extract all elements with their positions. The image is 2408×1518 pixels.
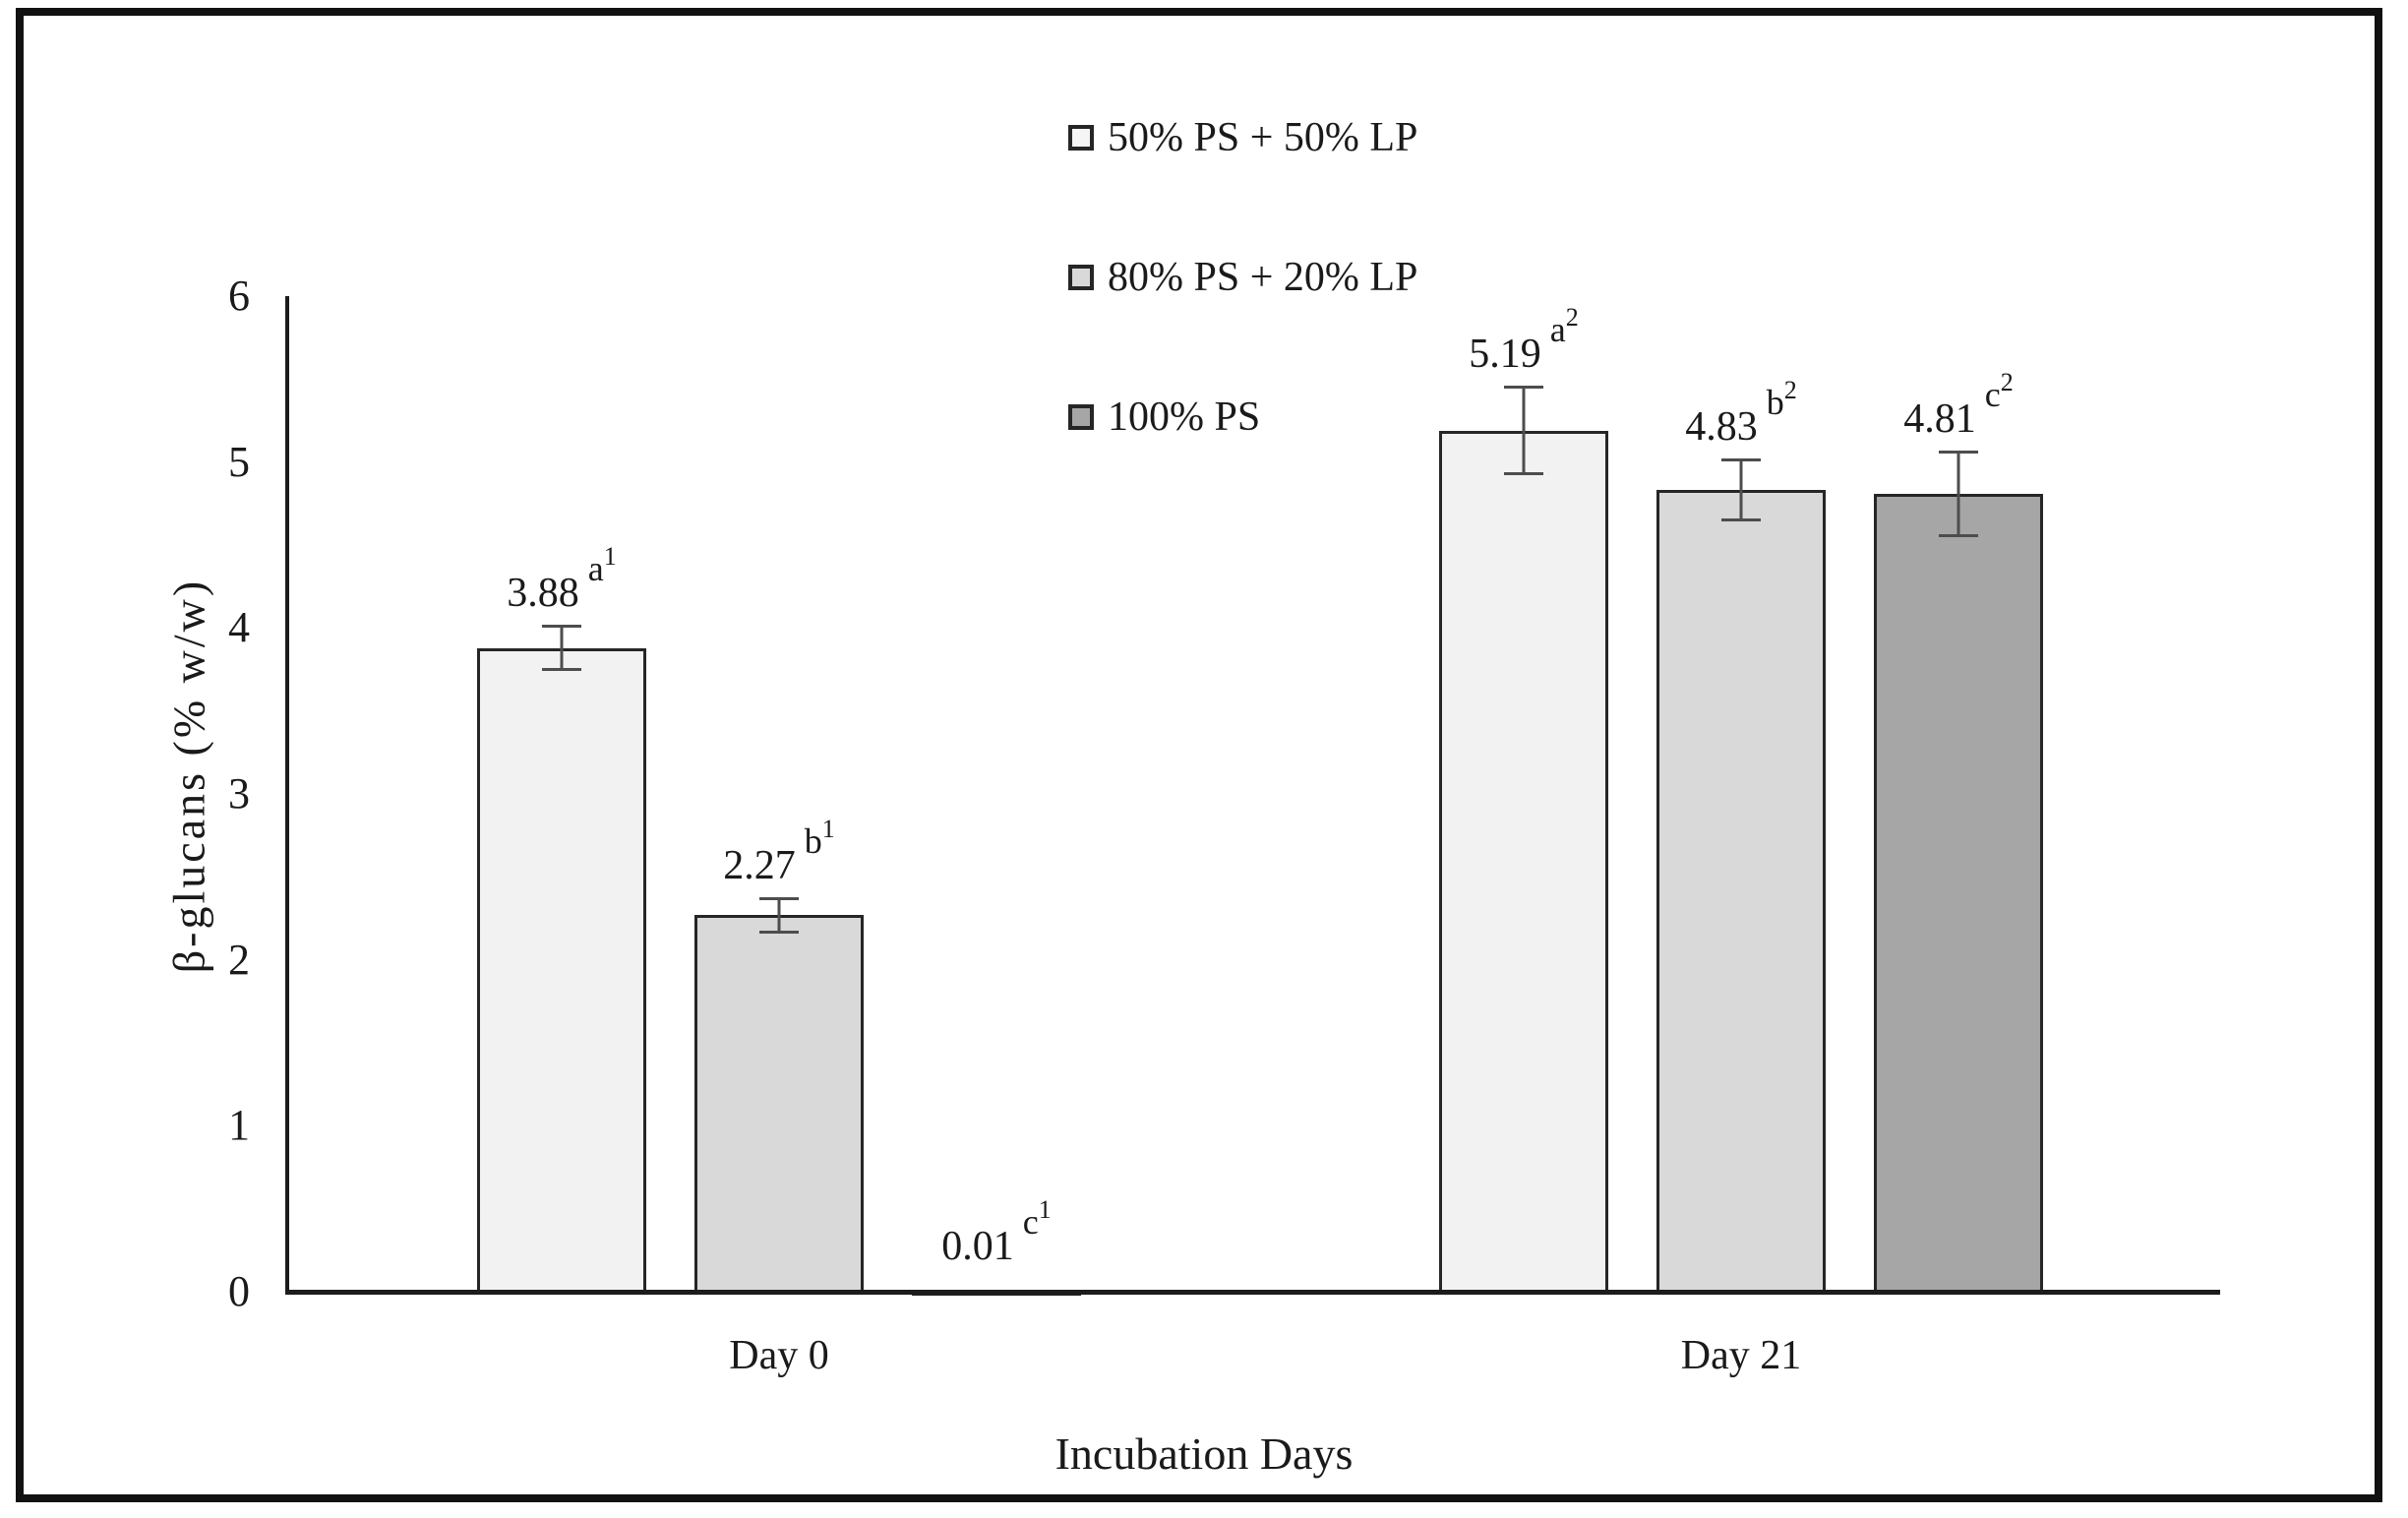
error-bar [1721,458,1761,522]
y-tick-label: 1 [228,1101,250,1150]
error-bar [1939,450,1978,537]
legend-label: 50% PS + 50% LP [1108,115,1418,160]
bar-value-label: 0.01c1 [941,1195,1051,1270]
y-tick-label: 0 [228,1267,250,1315]
bar-value: 4.81 [1903,395,1976,442]
significance-letter: b1 [804,814,835,861]
bar-80-ps-20-lp-day-0 [694,915,864,1294]
error-bar [542,624,581,672]
bar-value-label: 2.27b1 [723,815,835,889]
significance-letter: c1 [1022,1195,1052,1242]
x-category-label: Day 0 [729,1333,829,1378]
bar-80-ps-20-lp-day-21 [1656,490,1826,1294]
y-tick-label: 2 [228,935,250,984]
y-tick-label: 5 [228,437,250,486]
bar-100-ps-day-21 [1874,493,2043,1294]
bar-value: 2.27 [723,842,796,888]
legend-label: 80% PS + 20% LP [1108,255,1418,300]
legend-item: 80% PS + 20% LP [1068,254,1417,301]
legend-item: 50% PS + 50% LP [1068,114,1417,161]
bar-value: 5.19 [1469,332,1541,378]
bar-value: 3.88 [507,570,579,616]
bar-value-label: 4.81c2 [1903,368,2013,443]
y-tick-label: 3 [228,769,250,818]
bar-value-label: 4.83b2 [1685,376,1797,451]
legend-label: 100% PS [1108,395,1261,440]
legend-swatch-icon [1068,404,1094,430]
bar-50-ps-50-lp-day-0 [477,647,646,1294]
bar-value: 0.01 [941,1224,1014,1269]
y-tick-label: 4 [228,603,250,652]
x-category-label: Day 21 [1680,1333,1802,1378]
bar-value-label: 5.19a2 [1469,303,1578,378]
significance-letter: c2 [1984,367,2014,414]
error-bar [759,896,799,934]
x-axis-title: Incubation Days [1054,1428,1354,1479]
x-axis-line [285,1290,2220,1295]
legend-swatch-icon [1068,265,1094,290]
y-axis-line [285,296,289,1293]
bar-value-label: 3.88a1 [507,542,616,617]
bar-value: 4.83 [1685,404,1758,451]
y-tick-label: 6 [228,272,250,320]
error-bar [1504,386,1543,476]
legend-item: 100% PS [1068,394,1260,441]
significance-letter: b2 [1766,376,1797,423]
legend-swatch-icon [1068,125,1094,151]
significance-letter: a1 [587,541,617,588]
bar-50-ps-50-lp-day-21 [1439,430,1608,1294]
significance-letter: a2 [1549,303,1579,350]
